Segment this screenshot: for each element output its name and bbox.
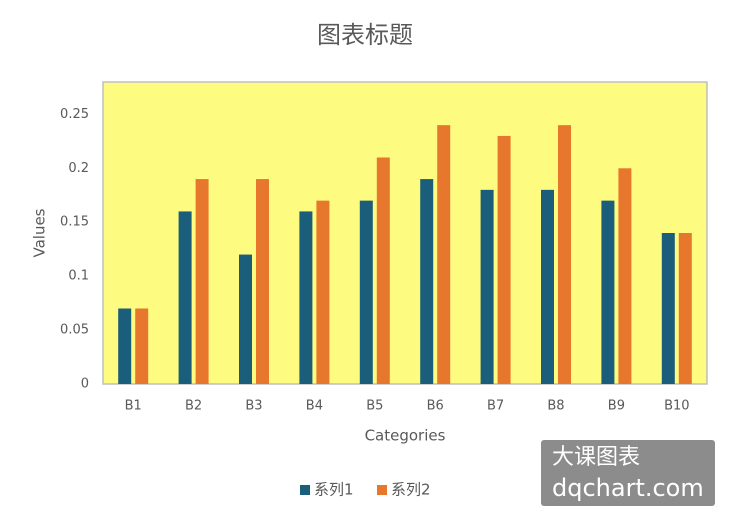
x-tick-label: B2 (185, 399, 202, 414)
bar (135, 308, 149, 384)
y-tick-label: 0.2 (68, 161, 89, 176)
bar (480, 189, 494, 384)
legend-swatch (300, 485, 310, 495)
bar (497, 135, 511, 384)
y-tick-label: 0 (81, 377, 89, 392)
bar (437, 125, 451, 385)
bar (118, 308, 132, 384)
bar (558, 125, 571, 385)
bar (661, 233, 675, 384)
bar (178, 211, 192, 384)
legend-swatch (377, 485, 387, 495)
x-tick-label: B7 (487, 399, 504, 414)
y-tick-label: 0.15 (60, 215, 89, 230)
bar (195, 179, 209, 384)
bar (316, 200, 330, 384)
x-tick-label: B10 (664, 399, 689, 414)
bar (601, 200, 615, 384)
x-tick-label: B1 (125, 399, 142, 414)
bar (541, 189, 554, 384)
bar (239, 254, 252, 384)
bar (376, 157, 390, 384)
y-tick-label: 0.05 (60, 323, 89, 338)
y-axis-label: Values (31, 208, 49, 257)
plot-area (102, 81, 708, 385)
bar (256, 179, 269, 384)
x-tick-label: B9 (608, 399, 625, 414)
x-tick-label: B5 (366, 399, 383, 414)
bar (618, 168, 632, 384)
bar (299, 211, 313, 384)
bar (359, 200, 373, 384)
chart-title: 图表标题 (317, 21, 413, 49)
x-tick-label: B6 (427, 399, 444, 414)
x-tick-label: B3 (245, 399, 262, 414)
x-tick-label: B4 (306, 399, 323, 414)
x-axis-label: Categories (365, 427, 446, 445)
legend-label: 系列1 (314, 481, 354, 499)
y-tick-label: 0.25 (60, 107, 89, 122)
y-tick-label: 0.1 (68, 269, 89, 284)
watermark-text: dqchart.com (552, 474, 704, 502)
watermark-text: 大课图表 (552, 445, 640, 470)
x-tick-label: B8 (547, 399, 564, 414)
watermark-box (541, 440, 715, 506)
legend-label: 系列2 (391, 481, 431, 499)
bar (678, 233, 692, 384)
bar (420, 179, 434, 384)
